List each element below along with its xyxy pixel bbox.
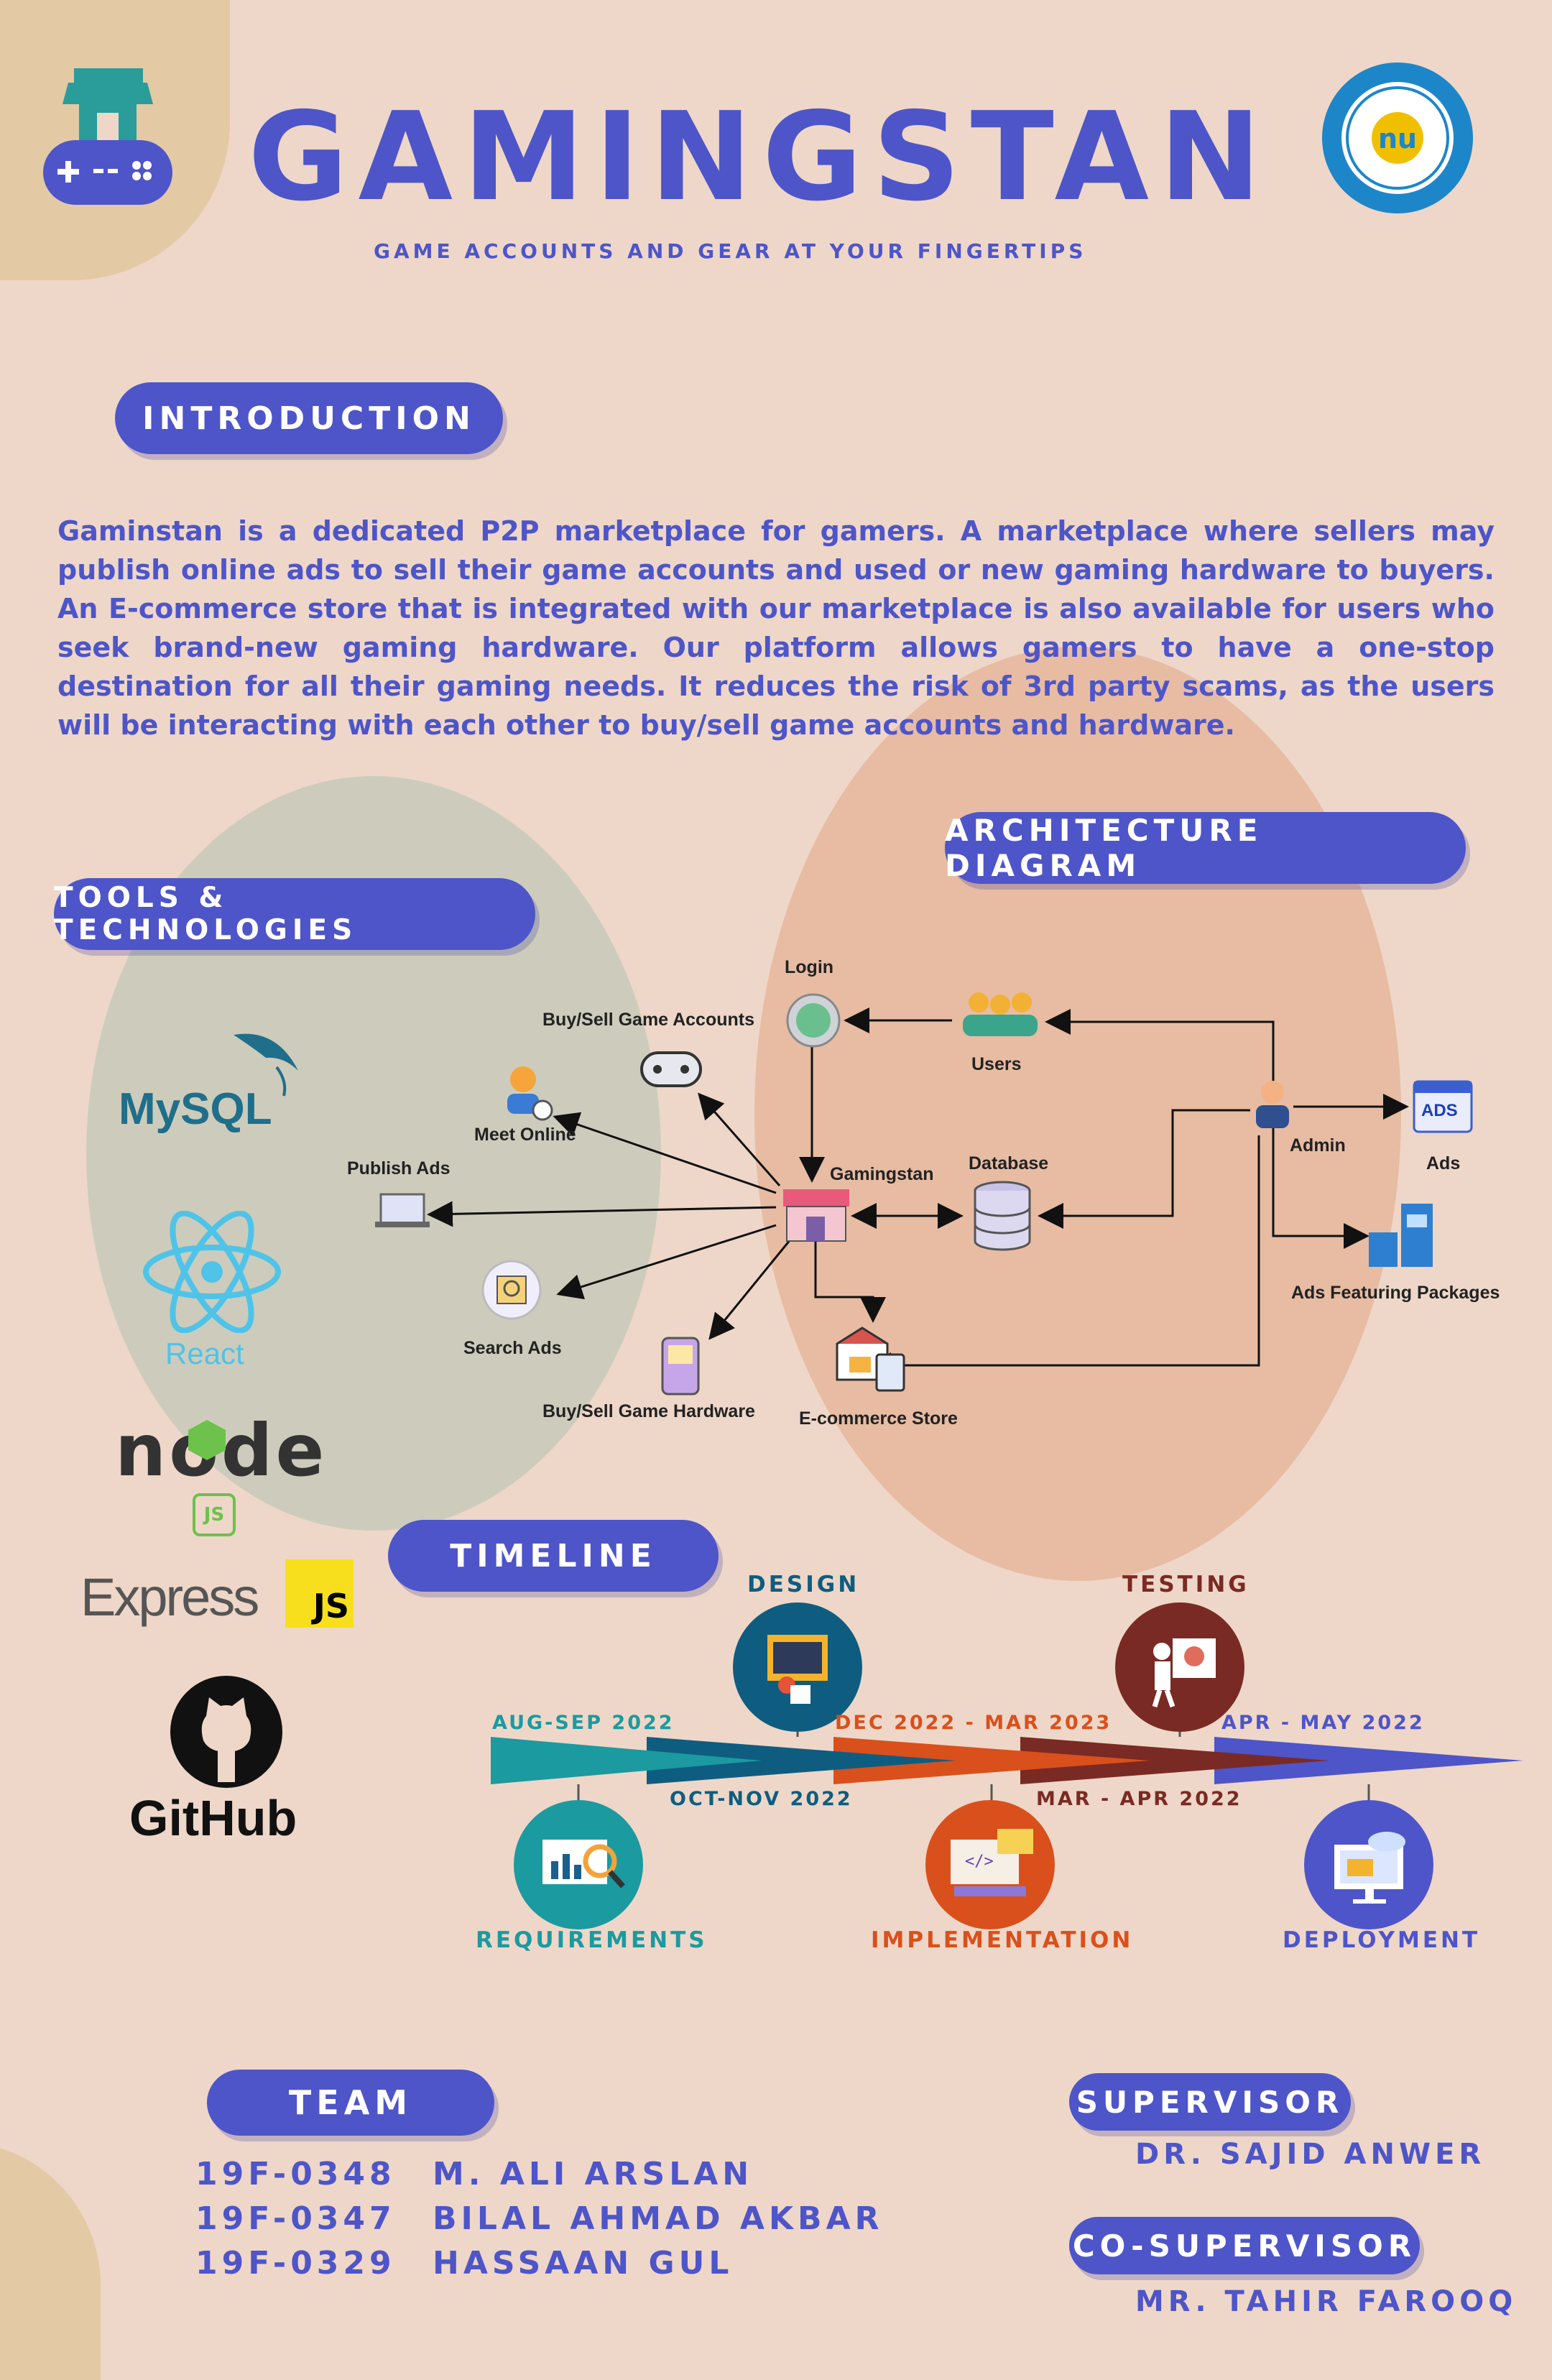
- team-member-2: 19F-0347 BILAL AHMAD AKBAR: [195, 2200, 884, 2237]
- ads-icon-text: ADS: [1421, 1101, 1458, 1120]
- github-label: GitHub: [129, 1790, 297, 1846]
- diagram-label-ads: Ads: [1426, 1153, 1461, 1173]
- ads-icon: [1413, 1080, 1473, 1133]
- nodejs-logo: node JS: [115, 1408, 324, 1536]
- architecture-heading: ARCHITECTURE DIAGRAM: [945, 812, 1466, 884]
- timeline-heading: TIMELINE: [388, 1520, 719, 1592]
- page-subtitle: GAME ACCOUNTS AND GEAR AT YOUR FINGERTIP…: [374, 239, 1087, 263]
- ads-featuring-packages-icon: [1369, 1204, 1433, 1267]
- diagram-label-ads-featuring: Ads Featuring Packages: [1291, 1283, 1500, 1303]
- date-apr-may: APR - MAY 2022: [1221, 1712, 1425, 1734]
- university-seal-icon: nu NATIONAL UNIVERSITY OF COMPUTER & EME…: [1321, 61, 1475, 216]
- logo-icon: [40, 68, 176, 212]
- express-logo: Express JS: [80, 1559, 354, 1631]
- diagram-label-database: Database: [969, 1153, 1049, 1173]
- introduction-text: Gaminstan is a dedicated P2P marketplace…: [57, 515, 1495, 741]
- diagram-label-ecommerce: E-commerce Store: [799, 1408, 958, 1429]
- diagram-label-gamingstan: Gamingstan: [830, 1164, 934, 1184]
- gamepad-icon: [640, 1051, 702, 1087]
- github-logo: GitHub: [129, 1674, 316, 1846]
- login-icon: [786, 993, 841, 1048]
- background-figure-right: [754, 647, 1401, 1581]
- tools-heading: TOOLS & TECHNOLOGIES: [54, 878, 535, 950]
- phase-design: DESIGN: [747, 1572, 860, 1597]
- co-supervisor-name: MR. TAHIR FAROOQ: [1135, 2285, 1518, 2318]
- express-js-label: JS: [313, 1587, 349, 1625]
- diagram-label-admin: Admin: [1290, 1135, 1346, 1156]
- mysql-logo: MySQL: [119, 1028, 320, 1135]
- phase-implementation: IMPLEMENTATION: [871, 1927, 1134, 1953]
- search-ads-icon: [481, 1260, 542, 1320]
- team-member-id: 19F-0348: [195, 2156, 396, 2192]
- diagram-label-users: Users: [971, 1054, 1022, 1074]
- phase-testing: TESTING: [1122, 1572, 1250, 1597]
- meet-online-icon: [507, 1066, 553, 1121]
- react-label: React: [165, 1337, 244, 1370]
- team-member-id: 19F-0347: [195, 2200, 396, 2237]
- supervisor-name: DR. SAJID ANWER: [1135, 2138, 1486, 2171]
- testing-icon: [1115, 1602, 1244, 1732]
- express-label: Express: [80, 1567, 259, 1627]
- react-logo: React: [140, 1210, 284, 1370]
- introduction-heading: INTRODUCTION: [115, 382, 503, 454]
- node-js-badge: JS: [193, 1493, 236, 1536]
- svg-text:</>: </>: [965, 1853, 994, 1871]
- team-heading: TEAM: [207, 2070, 494, 2136]
- date-dec-mar: DEC 2022 - MAR 2023: [835, 1712, 1112, 1734]
- diagram-label-login: Login: [785, 957, 834, 977]
- date-mar-apr: MAR - APR 2022: [1036, 1788, 1242, 1810]
- ecommerce-store-icon: [836, 1327, 905, 1392]
- team-member-name: M. ALI ARSLAN: [433, 2156, 754, 2192]
- design-icon: [733, 1602, 862, 1732]
- game-hardware-icon: [661, 1337, 700, 1396]
- diagram-label-search-ads: Search Ads: [463, 1338, 562, 1358]
- phase-requirements: REQUIREMENTS: [476, 1927, 708, 1953]
- diagram-label-buy-sell-accounts: Buy/Sell Game Accounts: [542, 1010, 754, 1030]
- publish-ads-icon: [375, 1193, 430, 1227]
- diagram-label-buy-sell-hardware: Buy/Sell Game Hardware: [542, 1401, 755, 1421]
- express-js-badge: JS: [285, 1559, 354, 1628]
- requirements-icon: [514, 1800, 643, 1929]
- users-icon: [963, 992, 1038, 1036]
- date-aug-sep: AUG-SEP 2022: [492, 1712, 675, 1734]
- diagram-label-publish-ads: Publish Ads: [347, 1158, 451, 1179]
- team-member-3: 19F-0329 HASSAAN GUL: [195, 2245, 733, 2282]
- implementation-icon: </>: [925, 1800, 1055, 1929]
- team-member-name: HASSAAN GUL: [433, 2245, 734, 2282]
- svg-text:nu: nu: [1378, 123, 1417, 154]
- supervisor-heading: SUPERVISOR: [1069, 2073, 1351, 2131]
- deployment-icon: [1304, 1800, 1433, 1929]
- database-icon: [974, 1181, 1031, 1251]
- phase-deployment: DEPLOYMENT: [1283, 1927, 1481, 1953]
- node-js-label: JS: [203, 1504, 225, 1526]
- co-supervisor-heading: CO-SUPERVISOR: [1069, 2217, 1420, 2274]
- mysql-label: MySQL: [119, 1084, 272, 1134]
- team-member-name: BILAL AHMAD AKBAR: [433, 2200, 884, 2237]
- admin-icon: [1256, 1081, 1289, 1128]
- store-icon: [783, 1189, 849, 1242]
- page-title: GAMINGSTAN: [248, 86, 1272, 229]
- team-member-id: 19F-0329: [195, 2245, 396, 2282]
- diagram-label-meet-online: Meet Online: [474, 1125, 576, 1145]
- team-member-1: 19F-0348 M. ALI ARSLAN: [195, 2156, 753, 2192]
- date-oct-nov: OCT-NOV 2022: [670, 1788, 853, 1810]
